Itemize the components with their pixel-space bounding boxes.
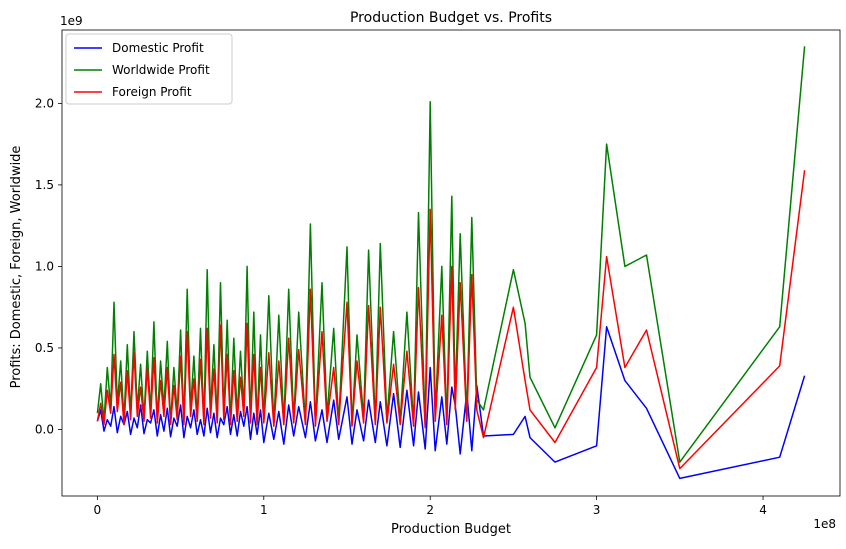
x-tick-label: 3	[593, 503, 601, 517]
legend: Domestic Profit Worldwide Profit Foreign…	[65, 33, 233, 105]
series-group	[96, 46, 806, 480]
legend-label-worldwide: Worldwide Profit	[112, 63, 210, 77]
x-tick-label: 2	[426, 503, 434, 517]
x-ticks: 0 1 2 3 4	[94, 496, 767, 517]
x-tick-label: 1	[260, 503, 268, 517]
y-tick-label: 1.0	[35, 259, 54, 273]
y-tick-label: 0.0	[35, 422, 54, 436]
y-axis-label: Profits: Domestic, Foreign, Worldwide	[9, 146, 24, 389]
legend-label-domestic: Domestic Profit	[112, 41, 204, 55]
y-tick-label: 1.5	[35, 178, 54, 192]
y-tick-label: 2.0	[35, 96, 54, 110]
y-ticks: 0.0 0.5 1.0 1.5 2.0	[35, 96, 62, 436]
y-offset-label: 1e9	[60, 14, 83, 28]
chart-title: Production Budget vs. Profits	[350, 10, 552, 26]
x-offset-label: 1e8	[813, 517, 836, 531]
plot-frame	[61, 29, 841, 497]
y-tick-label: 0.5	[35, 341, 54, 355]
x-tick-label: 4	[759, 503, 767, 517]
x-tick-label: 0	[94, 503, 102, 517]
series-line-foreign-profit	[96, 170, 806, 470]
series-line-domestic-profit	[96, 326, 806, 480]
legend-box	[65, 33, 233, 105]
legend-label-foreign: Foreign Profit	[112, 85, 192, 99]
x-axis-label: Production Budget	[391, 522, 511, 537]
